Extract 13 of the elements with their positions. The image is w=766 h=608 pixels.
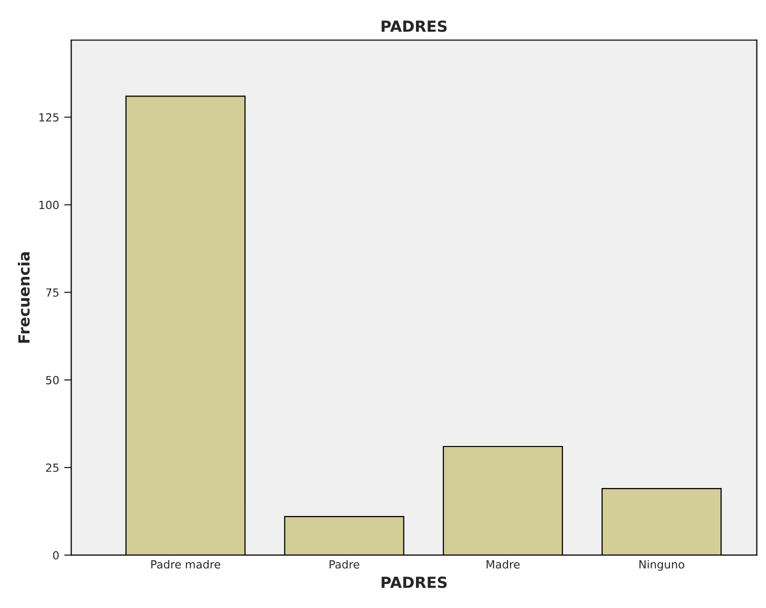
y-tick-label: 0 — [53, 551, 59, 560]
y-tick-label: 75 — [46, 288, 58, 297]
chart-title: PADRES — [382, 20, 447, 32]
x-tick-label: Padre — [330, 560, 360, 569]
y-tick-label: 100 — [39, 200, 59, 210]
y-tick-label: 125 — [39, 113, 58, 122]
y-tick-label: 25 — [46, 464, 58, 472]
y-axis-title: Frecuencia — [18, 252, 30, 343]
y-tick-label: 50 — [46, 376, 59, 384]
x-axis-title: PADRES — [382, 576, 447, 588]
x-tick-label: Ninguno — [639, 560, 684, 571]
x-tick-label: Padre madre — [151, 560, 220, 569]
x-tick-label: Madre — [486, 560, 520, 569]
